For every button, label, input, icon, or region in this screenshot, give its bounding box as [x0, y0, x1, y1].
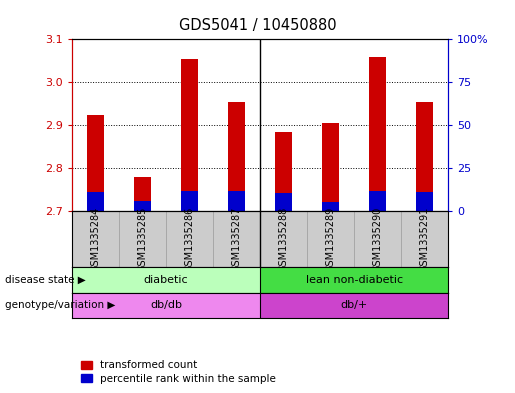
- Bar: [369, 191, 386, 211]
- Text: GSM1335286: GSM1335286: [184, 206, 195, 272]
- Bar: [228, 191, 245, 211]
- Legend: transformed count, percentile rank within the sample: transformed count, percentile rank withi…: [77, 356, 280, 388]
- Bar: [181, 191, 198, 211]
- Bar: [181, 59, 198, 211]
- Bar: [228, 102, 245, 211]
- Text: GDS5041 / 10450880: GDS5041 / 10450880: [179, 18, 336, 33]
- Text: GSM1335291: GSM1335291: [420, 206, 430, 272]
- Bar: [322, 123, 339, 211]
- Bar: [276, 132, 292, 211]
- Text: GSM1335287: GSM1335287: [232, 206, 242, 272]
- Bar: [72, 292, 260, 318]
- Bar: [88, 192, 104, 211]
- Bar: [134, 177, 151, 211]
- Bar: [416, 102, 433, 211]
- Text: db/+: db/+: [340, 300, 368, 310]
- Text: genotype/variation ▶: genotype/variation ▶: [5, 300, 115, 310]
- Bar: [260, 267, 448, 292]
- Bar: [134, 201, 151, 211]
- Bar: [88, 115, 104, 211]
- Bar: [276, 193, 292, 211]
- Text: disease state ▶: disease state ▶: [5, 275, 86, 285]
- Text: GSM1335290: GSM1335290: [372, 206, 383, 272]
- Text: lean non-diabetic: lean non-diabetic: [305, 275, 403, 285]
- Bar: [260, 292, 448, 318]
- Text: GSM1335284: GSM1335284: [91, 206, 100, 272]
- Bar: [322, 202, 339, 211]
- Bar: [416, 192, 433, 211]
- Bar: [369, 57, 386, 211]
- Text: GSM1335289: GSM1335289: [325, 206, 336, 272]
- Text: GSM1335288: GSM1335288: [279, 206, 288, 272]
- Text: GSM1335285: GSM1335285: [138, 206, 148, 272]
- Text: diabetic: diabetic: [144, 275, 188, 285]
- Bar: [72, 267, 260, 292]
- Text: db/db: db/db: [150, 300, 182, 310]
